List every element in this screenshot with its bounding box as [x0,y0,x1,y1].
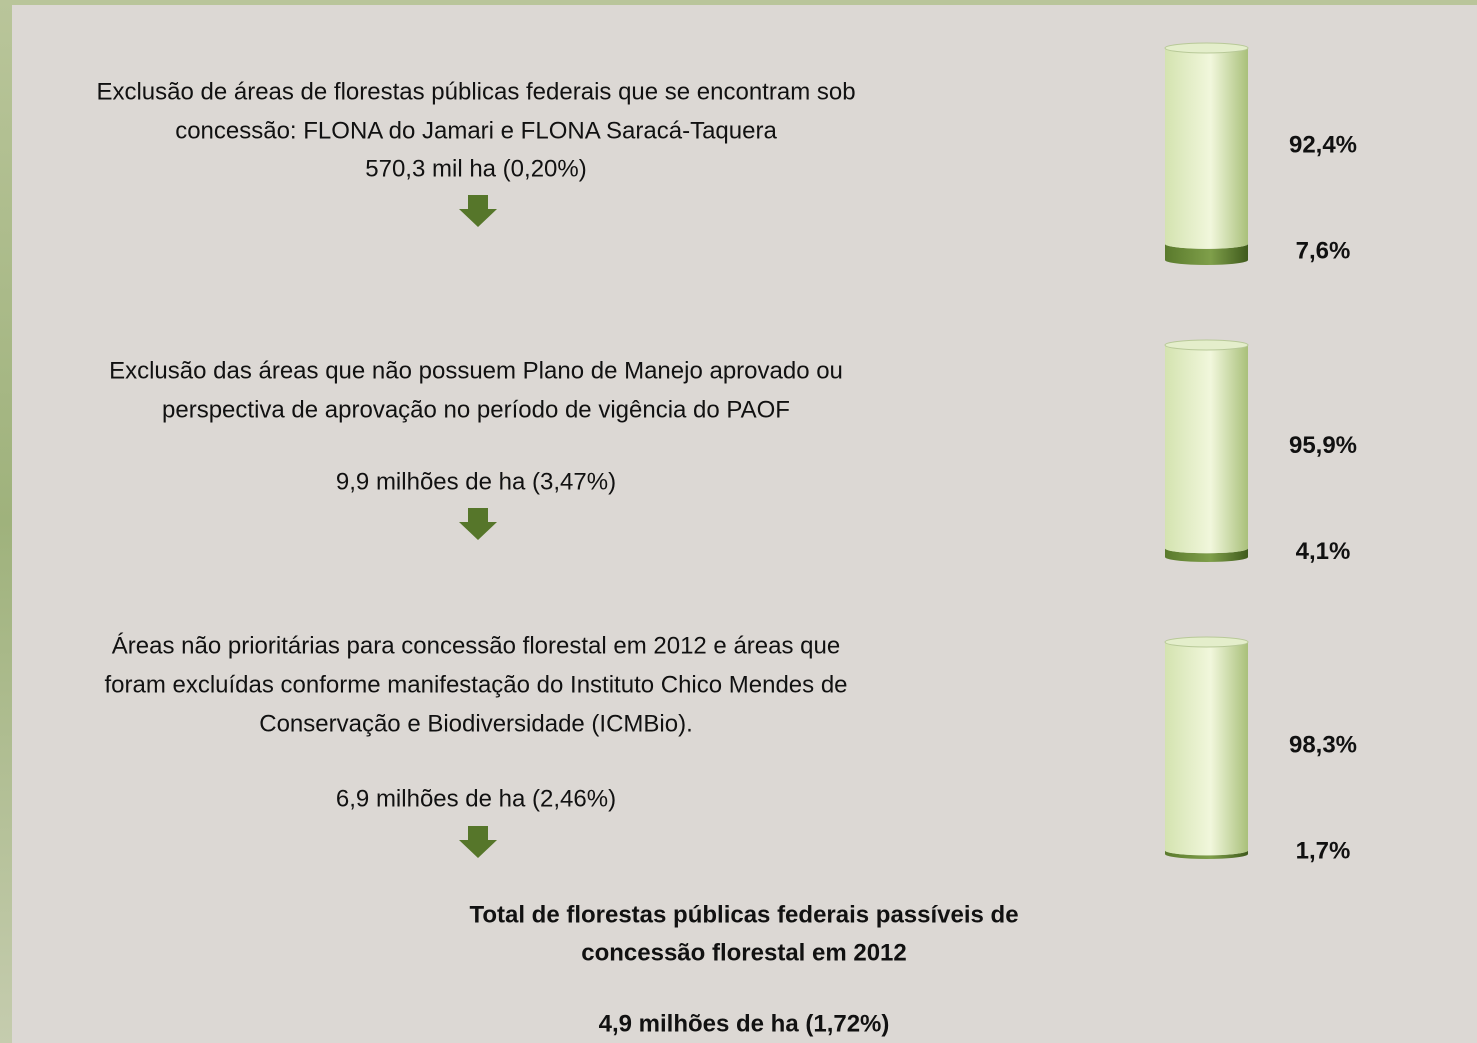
cylinder-top [1165,637,1248,647]
step-description: foram excluídas conforme manifestação do… [104,671,847,698]
value-label: 92,4% [1289,131,1357,158]
step-description: concessão: FLONA do Jamari e FLONA Sarac… [175,117,777,144]
value-label: 98,3% [1289,732,1357,759]
total-amount: 4,9 milhões de ha (1,72%) [599,1010,890,1037]
infographic: Exclusão de áreas de florestas públicas … [0,0,1477,1043]
cylinder [1165,340,1248,562]
panel [12,5,1477,1043]
bar-segment [1165,345,1248,553]
value-label: 4,1% [1296,538,1351,565]
value-label: 95,9% [1289,432,1357,459]
bar-segment [1165,642,1248,855]
step-description: Áreas não prioritárias para concessão fl… [112,632,840,659]
value-label: 1,7% [1296,838,1351,865]
step-amount: 6,9 milhões de ha (2,46%) [336,785,616,812]
step-amount: 9,9 milhões de ha (3,47%) [336,468,616,495]
step-description: Exclusão das áreas que não possuem Plano… [109,357,843,384]
step-description: Exclusão de áreas de florestas públicas … [96,78,855,105]
cylinder [1165,43,1248,265]
step-description: perspectiva de aprovação no período de v… [162,396,790,423]
step-amount: 570,3 mil ha (0,20%) [365,155,586,182]
cylinder-top [1165,340,1248,350]
cylinder-top [1165,43,1248,53]
bar-segment [1165,48,1248,249]
total-title: Total de florestas públicas federais pas… [469,901,1018,928]
value-label: 7,6% [1296,237,1351,264]
total-title: concessão florestal em 2012 [581,939,907,966]
cylinder [1165,637,1248,859]
step-description: Conservação e Biodiversidade (ICMBio). [259,710,693,737]
